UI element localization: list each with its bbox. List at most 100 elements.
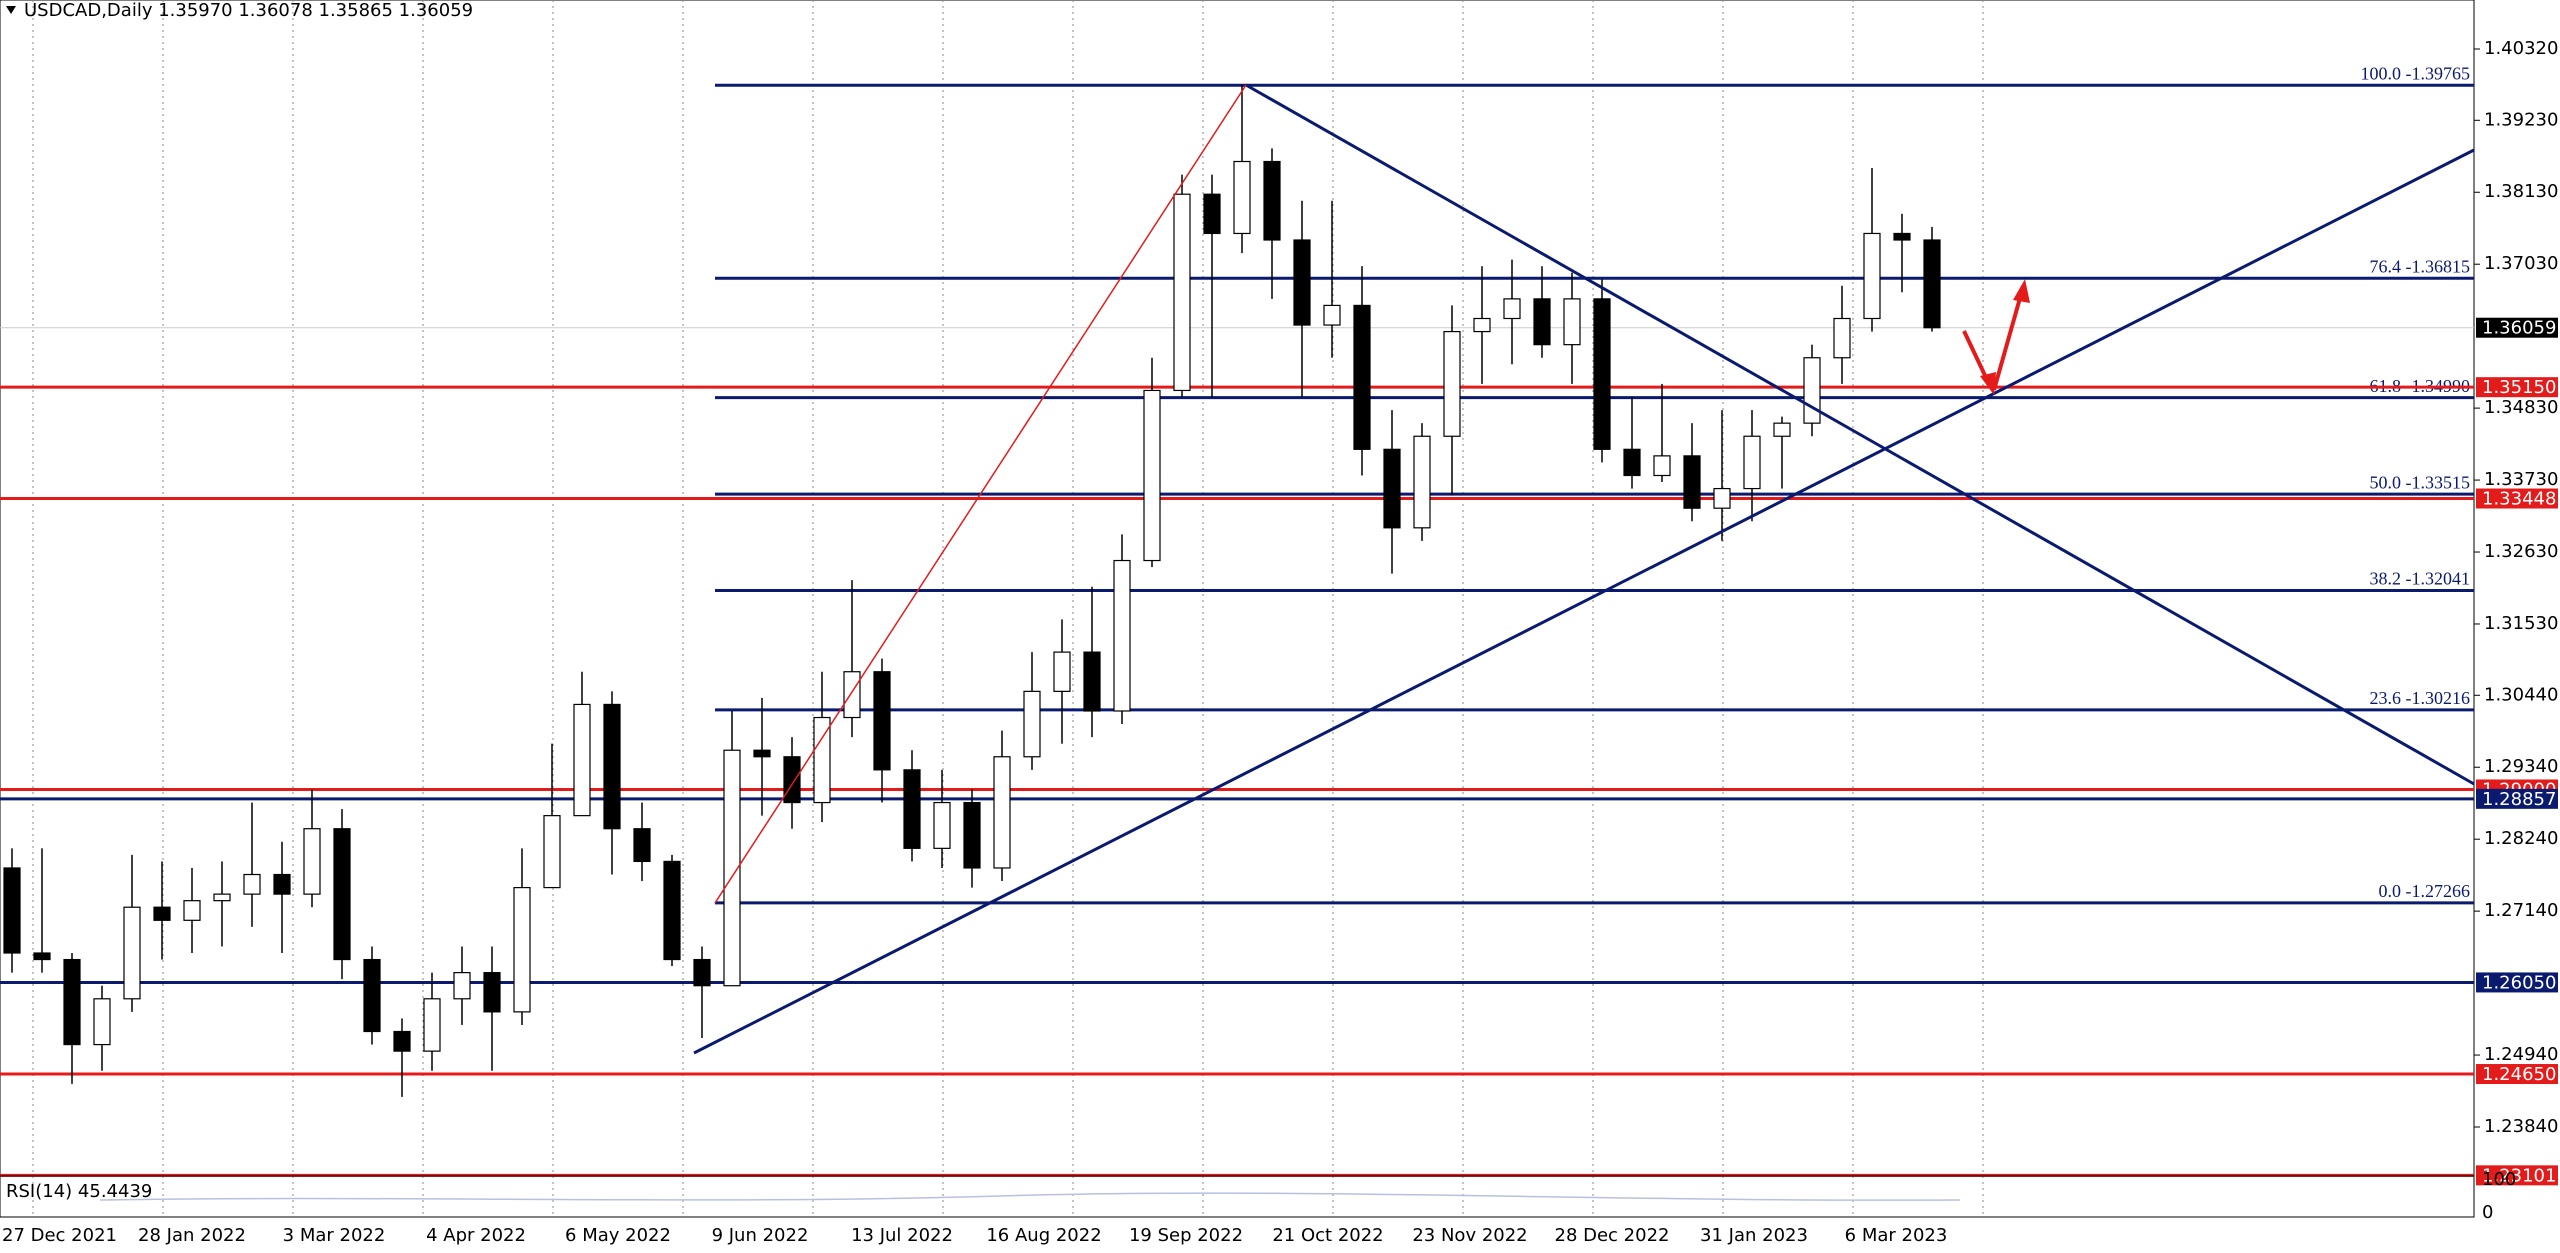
candle-body [1593, 298, 1611, 450]
candle-body [1233, 160, 1251, 235]
candle-body [933, 801, 951, 849]
candle-body [1203, 193, 1221, 235]
trend-line [1245, 83, 2475, 786]
candle-body [903, 769, 921, 849]
x-tick-label: 4 Apr 2022 [426, 1225, 526, 1246]
rsi-line [99, 1192, 1961, 1201]
chart-title: USDCAD,Daily 1.35970 1.36078 1.35865 1.3… [24, 0, 473, 21]
candle-body [1923, 239, 1941, 329]
y-tick-label: 1.28240 [2484, 828, 2558, 849]
x-tick-label: 16 Aug 2022 [986, 1225, 1101, 1246]
candle-body [243, 873, 261, 895]
candle-body [873, 671, 891, 771]
price-tag-label: 1.28857 [2482, 789, 2556, 810]
candle-body [723, 749, 741, 987]
candle-body [1653, 455, 1671, 477]
rsi-tick-label: 100 [2482, 1169, 2516, 1190]
candle-body [123, 906, 141, 1000]
candle-body [1503, 298, 1521, 320]
y-tick-label: 1.27140 [2484, 900, 2558, 921]
candle-body [393, 1030, 411, 1052]
x-tick-label: 9 Jun 2022 [712, 1225, 809, 1246]
candle-body [213, 893, 231, 902]
candle-body [1803, 357, 1821, 424]
price-tag [2476, 1165, 2558, 1186]
price-tag-label: 1.23101 [2482, 1165, 2556, 1186]
candle-body [993, 756, 1011, 869]
x-tick-label: 3 Mar 2022 [283, 1225, 386, 1246]
candle-body [573, 703, 591, 817]
candle-body [1413, 435, 1431, 529]
candle-body [1743, 435, 1761, 490]
candle-body [153, 906, 171, 921]
price-tag-label: 1.35150 [2482, 377, 2556, 398]
plot-frame [0, 0, 2475, 1218]
candle-body [1173, 193, 1191, 392]
y-tick-label: 1.37030 [2484, 253, 2558, 274]
y-tick-label: 1.30440 [2484, 684, 2558, 705]
x-tick-label: 31 Jan 2023 [1700, 1225, 1808, 1246]
arrow [1992, 290, 2024, 391]
candle-body [1833, 317, 1851, 359]
candle-body [1383, 448, 1401, 529]
x-tick-label: 21 Oct 2022 [1272, 1225, 1383, 1246]
candle-body [93, 998, 111, 1046]
price-tag [2476, 377, 2558, 398]
candle-body [663, 860, 681, 961]
x-tick-label: 28 Dec 2022 [1555, 1225, 1670, 1246]
fib-label: 100.0 -1.39765 [2361, 63, 2471, 83]
candle-body [1713, 487, 1731, 509]
x-tick-label: 13 Jul 2022 [851, 1225, 953, 1246]
candle-body [843, 671, 861, 719]
candle-body [1323, 304, 1341, 326]
x-tick-label: 6 May 2022 [565, 1225, 671, 1246]
candle-body [33, 952, 51, 961]
candle-body [363, 958, 381, 1033]
candle-body [1683, 455, 1701, 509]
candle-body [1023, 690, 1041, 758]
candle-body [1443, 330, 1461, 437]
candle-body [453, 972, 471, 1000]
price-tag-label: 1.24650 [2482, 1064, 2556, 1085]
candle-body [1053, 651, 1071, 692]
y-tick-label: 1.33730 [2484, 469, 2558, 490]
x-tick-label: 19 Sep 2022 [1129, 1225, 1243, 1246]
y-tick-label: 1.32630 [2484, 541, 2558, 562]
candle-body [423, 998, 441, 1052]
y-tick-label: 1.23840 [2484, 1116, 2558, 1137]
candle-body [1773, 422, 1791, 437]
candle-body [63, 958, 81, 1046]
fib-label: 23.6 -1.30216 [2370, 688, 2471, 708]
candle-body [513, 886, 531, 1013]
candle-body [483, 972, 501, 1013]
candle-body [753, 749, 771, 758]
x-tick-label: 23 Nov 2022 [1412, 1225, 1527, 1246]
candle-body [1113, 559, 1131, 712]
candle-body [783, 756, 801, 804]
candle-body [303, 828, 321, 895]
price-tag [2476, 788, 2558, 809]
x-tick-label: 27 Dec 2021 [2, 1225, 117, 1246]
x-tick-label: 28 Jan 2022 [138, 1225, 246, 1246]
price-tag [2476, 1064, 2558, 1085]
candle-body [273, 873, 291, 895]
y-tick-label: 1.31530 [2484, 613, 2558, 634]
candle-body [963, 801, 981, 869]
trend-line [693, 148, 2475, 1055]
price-tag [2476, 972, 2558, 993]
candle-body [1623, 448, 1641, 477]
price-tag [2476, 488, 2558, 509]
candle-body [633, 828, 651, 863]
candle-body [1353, 304, 1371, 450]
price-tag-label: 1.36059 [2482, 318, 2556, 339]
candle-body [1293, 239, 1311, 326]
rsi-label: RSI(14) 45.4439 [6, 1181, 152, 1202]
candle-body [603, 703, 621, 830]
price-tag-label: 1.26050 [2482, 972, 2556, 993]
price-tag-label: 1.33448 [2482, 489, 2556, 510]
y-tick-label: 1.38130 [2484, 181, 2558, 202]
candle-body [1143, 389, 1161, 562]
candle-body [1893, 232, 1911, 241]
